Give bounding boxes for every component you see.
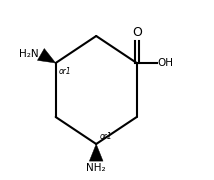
Polygon shape xyxy=(89,144,103,161)
Text: O: O xyxy=(132,26,142,39)
Text: OH: OH xyxy=(158,58,173,68)
Text: or1: or1 xyxy=(100,132,112,141)
Text: NH₂: NH₂ xyxy=(86,163,106,173)
Text: H₂N: H₂N xyxy=(19,50,39,59)
Polygon shape xyxy=(37,49,56,63)
Text: or1: or1 xyxy=(59,67,71,76)
